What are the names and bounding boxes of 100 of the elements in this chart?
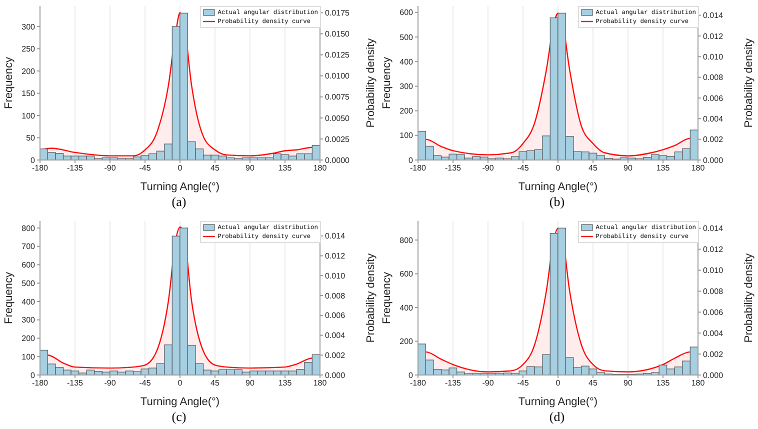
y-tick-label: 600: [400, 269, 414, 278]
y2-tick-label: 0.014: [703, 224, 724, 233]
y2-axis-title: Probability density: [742, 38, 755, 128]
x-tick-label: -180: [32, 164, 49, 173]
y-axis-title: Frequency: [380, 271, 393, 324]
y-tick-label: 200: [400, 336, 414, 346]
y-tick-label: 600: [400, 8, 414, 18]
y2-tick-label: 0.014: [703, 11, 724, 20]
x-tick-label: 135: [656, 378, 670, 388]
y2-tick-label: 0.0075: [325, 92, 350, 102]
y2-tick-label: 0.0000: [325, 156, 350, 165]
y-tick-label: 800: [400, 235, 414, 244]
x-tick-label: 90: [246, 378, 255, 388]
y-tick-label: 600: [22, 260, 36, 270]
x-tick-label: -45: [139, 164, 152, 173]
text: (c): [170, 408, 188, 424]
text: (b): [548, 194, 566, 210]
y2-tick-label: 0.0175: [325, 8, 350, 18]
y-tick-label: 700: [22, 242, 36, 251]
y-tick-label: 0: [30, 156, 36, 165]
y2-tick-label: 0.010: [703, 266, 724, 275]
y-tick-label: 100: [22, 111, 36, 120]
y2-tick-label: 0.014: [325, 231, 346, 240]
y-tick-label: 150: [22, 89, 36, 98]
y-axis-title: Frequency: [380, 56, 393, 109]
y-tick-label: 0: [408, 156, 414, 165]
text: (d): [548, 408, 566, 424]
y2-tick-label: 0.002: [703, 135, 724, 144]
y2-tick-label: 0.010: [703, 52, 724, 62]
x-axis-title: Turning Angle(°): [518, 396, 598, 408]
y-tick-label: 500: [22, 278, 36, 288]
x-tick-label: 0: [178, 164, 183, 173]
x-tick-label: -180: [32, 378, 49, 388]
x-axis-title: Turning Angle(°): [140, 181, 220, 193]
x-tick-label: -135: [66, 378, 84, 388]
x-tick-label: 180: [691, 378, 706, 388]
x-tick-label: -45: [139, 378, 152, 388]
y2-tick-label: 0.012: [325, 251, 346, 260]
x-axis-title: Turning Angle(°): [518, 181, 598, 193]
x-tick-label: 45: [210, 164, 220, 173]
y-tick-label: 800: [22, 223, 36, 232]
y-tick-label: 50: [26, 134, 36, 143]
y-tick-label: 400: [400, 57, 414, 66]
y2-tick-label: 0.000: [703, 156, 724, 165]
x-tick-label: -135: [444, 164, 462, 173]
y2-tick-label: 0.004: [703, 328, 724, 338]
x-tick-label: -135: [444, 378, 462, 388]
x-tick-label: -90: [482, 164, 494, 173]
y2-tick-label: 0.0100: [325, 72, 350, 81]
y-tick-label: 200: [22, 66, 36, 76]
x-tick-label: 90: [246, 164, 255, 173]
x-tick-label: -90: [482, 378, 494, 388]
x-tick-label: -135: [66, 164, 84, 173]
y-tick-label: 300: [22, 22, 36, 32]
x-tick-label: 90: [624, 164, 633, 173]
y2-tick-label: 0.006: [703, 307, 724, 316]
x-tick-label: -180: [410, 164, 427, 173]
y-tick-label: 300: [22, 315, 36, 324]
y2-tick-label: 0.0125: [325, 50, 350, 60]
y-tick-label: 200: [22, 334, 36, 343]
y2-tick-label: 0.0025: [325, 134, 350, 144]
y-tick-label: 250: [22, 44, 36, 54]
y2-tick-label: 0.008: [325, 290, 346, 300]
y2-tick-label: 0.0050: [325, 114, 350, 123]
y2-tick-label: 0.004: [325, 330, 346, 340]
y2-axis-title: Probability density: [364, 38, 377, 128]
y-tick-label: 300: [400, 82, 414, 92]
x-tick-label: 180: [313, 378, 328, 388]
y-tick-label: 100: [22, 352, 36, 361]
y-axis-title: Frequency: [2, 56, 15, 109]
y2-tick-label: 0.002: [325, 350, 346, 360]
y-tick-label: 100: [400, 131, 414, 140]
x-tick-label: 0: [178, 378, 183, 388]
x-tick-label: 135: [278, 378, 292, 388]
x-tick-label: 45: [210, 378, 220, 388]
x-tick-label: -180: [410, 378, 427, 388]
y2-tick-label: 0.008: [703, 73, 724, 82]
y2-tick-label: 0.002: [703, 349, 724, 358]
y-tick-label: 400: [400, 302, 414, 312]
y2-tick-label: 0.006: [325, 310, 346, 320]
y-tick-label: 500: [400, 32, 414, 42]
y2-tick-label: 0.000: [703, 370, 724, 380]
y2-tick-label: 0.012: [703, 32, 724, 41]
y2-axis-title: Probability density: [364, 252, 377, 342]
x-tick-label: -45: [517, 378, 530, 388]
x-tick-label: 135: [278, 164, 292, 173]
x-tick-label: 0: [556, 378, 561, 388]
y-tick-label: 0: [408, 370, 414, 380]
x-tick-label: 180: [313, 164, 328, 173]
y2-tick-label: 0.008: [703, 286, 724, 296]
x-tick-label: 90: [624, 378, 633, 388]
y-tick-label: 200: [400, 106, 414, 116]
x-tick-label: 180: [691, 164, 706, 173]
y2-tick-label: 0.004: [703, 114, 724, 124]
y-tick-label: 400: [22, 296, 36, 306]
y2-tick-label: 0.006: [703, 94, 724, 103]
y2-tick-label: 0.010: [325, 270, 346, 280]
y2-tick-label: 0.0150: [325, 30, 350, 39]
x-tick-label: -90: [104, 164, 116, 173]
x-tick-label: -45: [517, 164, 530, 173]
